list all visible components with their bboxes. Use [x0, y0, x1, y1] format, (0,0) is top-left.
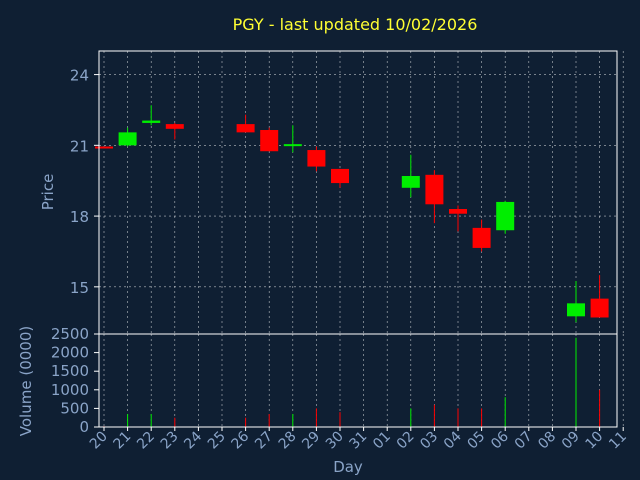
price-grid [99, 51, 624, 334]
candle-body [260, 130, 279, 152]
x-tick-label: 22 [134, 429, 158, 453]
x-tick-label: 03 [417, 429, 441, 453]
candle-body [449, 209, 467, 214]
price-tick-label: 24 [70, 67, 89, 85]
candle-body [307, 150, 326, 167]
x-tick-label: 30 [323, 429, 347, 453]
x-tick-label: 09 [559, 429, 583, 453]
x-tick-label: 04 [441, 428, 465, 452]
volume-panel-frame [98, 333, 618, 428]
x-tick-label: 31 [347, 429, 371, 453]
price-tick-label: 18 [70, 208, 89, 226]
x-tick-label: 25 [205, 429, 229, 453]
x-tick-label: 01 [370, 429, 394, 453]
x-tick-label: 06 [488, 428, 512, 452]
x-tick-label: 20 [87, 429, 111, 453]
candle-body [590, 298, 609, 318]
volume-tick-label: 2000 [51, 344, 89, 362]
x-tick-label: 02 [394, 429, 418, 453]
volume-tick-label: 1500 [51, 362, 89, 380]
price-tick-label: 15 [70, 279, 89, 297]
volume-tick-label: 0 [79, 418, 89, 436]
candle-body [283, 144, 302, 147]
candle-body [165, 124, 184, 129]
candle-body [236, 124, 255, 133]
volume-tick-label: 1000 [51, 381, 89, 399]
price-panel-frame [98, 50, 618, 335]
x-tick-label: 28 [276, 429, 300, 453]
candle-body [567, 303, 585, 317]
candle-body [472, 227, 491, 248]
volume-tick-label: 500 [60, 399, 89, 417]
x-tick-label: 10 [583, 429, 607, 453]
candle-body [496, 201, 515, 231]
x-tick-label: 29 [299, 429, 323, 453]
x-tick-label: 23 [158, 429, 182, 453]
price-axis-label: Price [39, 174, 57, 211]
price-tick-labels: 15 18 21 24 [70, 67, 99, 297]
candle-body [95, 146, 113, 149]
candle-body [401, 175, 420, 188]
x-tick-label: 24 [181, 428, 205, 452]
chart-title: PGY - last updated 10/02/2026 [233, 15, 478, 34]
candle-body [118, 132, 137, 146]
x-tick-label: 05 [465, 429, 489, 453]
x-tick-label: 21 [111, 429, 135, 453]
x-axis-label: Day [333, 458, 363, 476]
volume-bars [103, 337, 601, 427]
candles [95, 105, 609, 323]
x-tick-label: 08 [535, 429, 559, 453]
x-tick-label: 26 [229, 428, 253, 452]
candle-body [425, 174, 444, 205]
candle-body [142, 120, 161, 123]
x-tick-labels: 20 21 22 23 24 25 26 27 28 29 30 31 01 02 03 04 05 06 07 08… [87, 427, 630, 452]
candle-body [331, 168, 349, 184]
volume-grid [103, 334, 624, 427]
volume-axis-label: Volume (0000) [17, 326, 35, 436]
volume-tick-label: 2500 [51, 325, 89, 343]
price-tick-label: 21 [70, 137, 89, 155]
x-tick-label: 11 [606, 429, 630, 453]
x-tick-label: 27 [252, 429, 276, 453]
x-tick-label: 07 [512, 429, 536, 453]
